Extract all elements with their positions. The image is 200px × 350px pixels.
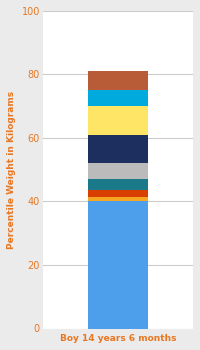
Bar [88,190,148,197]
Y-axis label: Percentile Weight in Kilograms: Percentile Weight in Kilograms [7,91,16,249]
Bar [88,106,148,135]
Bar [88,202,148,329]
Bar [88,197,148,202]
Bar [88,135,148,163]
Bar [88,179,148,190]
Bar [88,90,148,106]
Bar [88,71,148,90]
Bar [88,163,148,179]
